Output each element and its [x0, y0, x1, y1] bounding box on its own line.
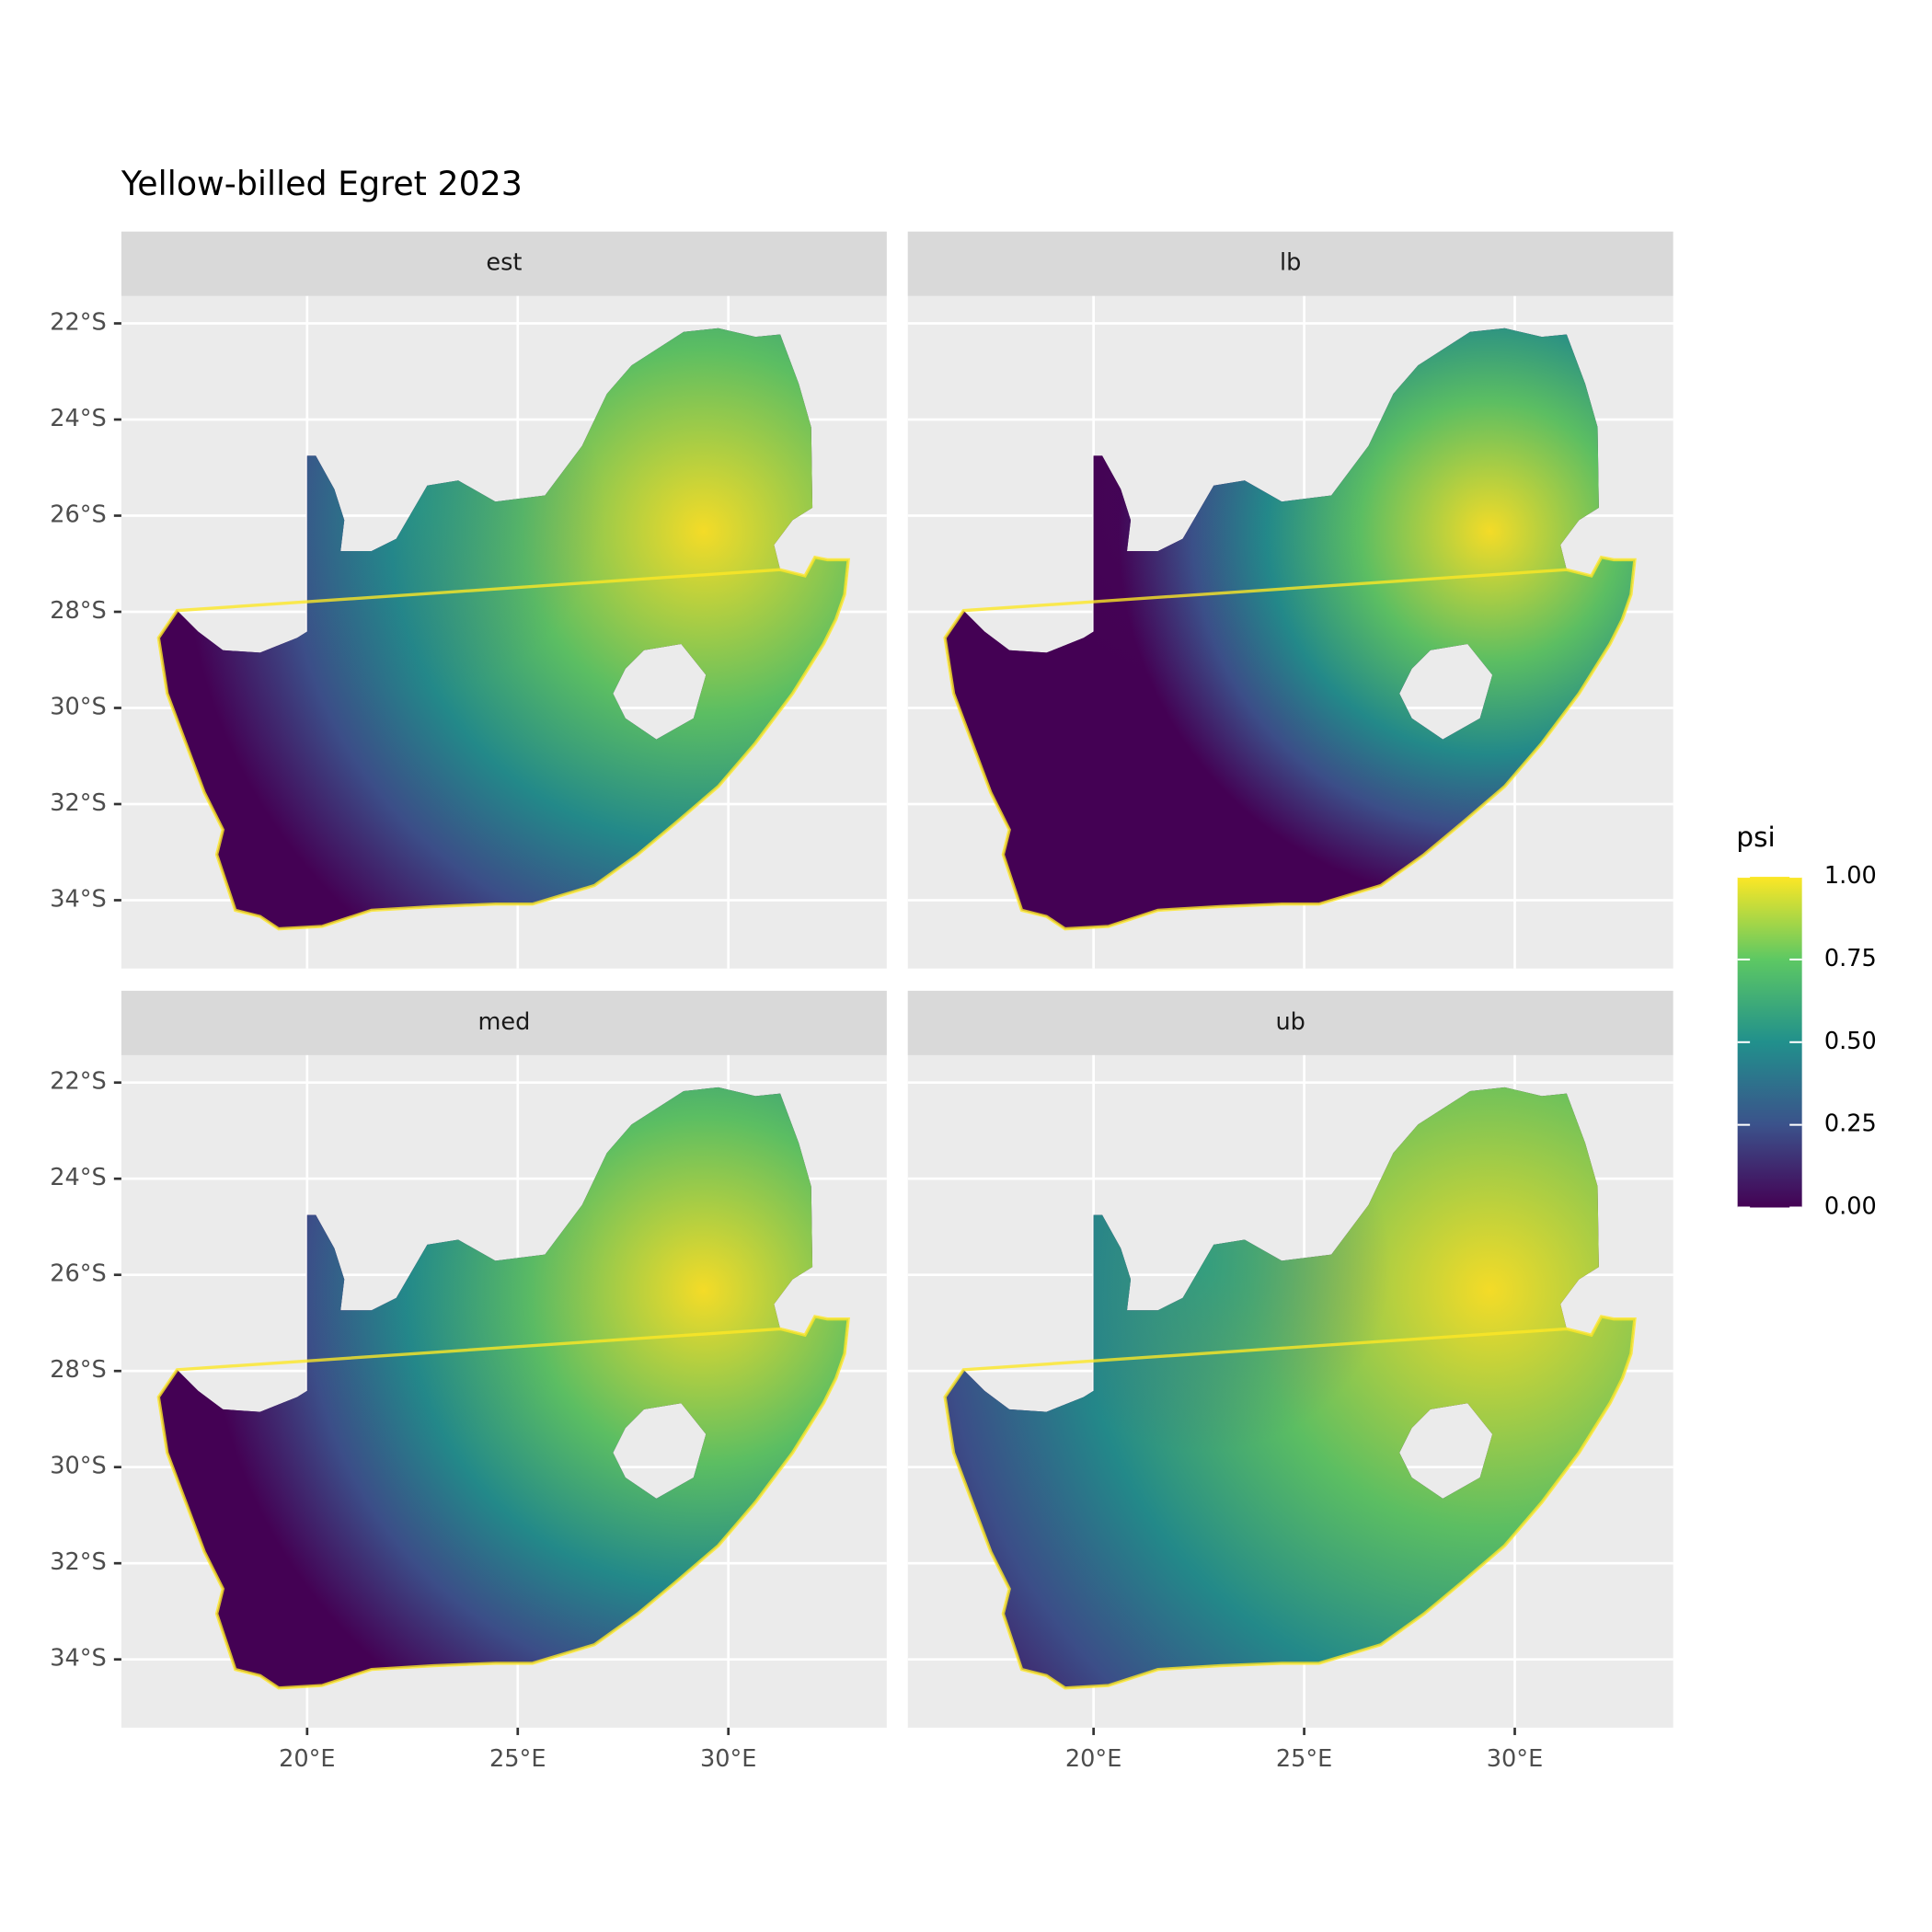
x-tick-label: 25°E	[489, 1745, 546, 1773]
map-coast	[943, 555, 1637, 931]
map-arid	[158, 328, 849, 929]
map	[943, 328, 1637, 931]
y-tick-label: 24°S	[50, 1164, 107, 1191]
chart-title: Yellow-billed Egret 2023	[121, 164, 523, 203]
map-coast	[156, 555, 850, 931]
strip-label: med	[477, 1008, 530, 1036]
map-coast	[156, 1315, 850, 1690]
strip-background	[907, 231, 1673, 296]
y-tick-label: 34°S	[50, 885, 107, 913]
y-tick-label: 26°S	[50, 501, 107, 529]
legend-label: 1.00	[1824, 862, 1877, 890]
y-tick-label: 22°S	[50, 309, 107, 337]
x-tick-label: 25°E	[1276, 1745, 1332, 1773]
facet-panel: ub 20°E 25°E 30°E	[907, 990, 1673, 1773]
facet-panel: est 22°S 24°S 26°S 28°S 30°S 32°S 34°S	[50, 231, 887, 969]
x-tick-label: 30°E	[700, 1745, 756, 1773]
x-tick-label: 30°E	[1487, 1745, 1543, 1773]
map	[156, 1087, 850, 1690]
legend-title: psi	[1736, 822, 1775, 853]
y-tick-label: 28°S	[50, 1356, 107, 1384]
strip-background	[121, 231, 887, 296]
strip-label: ub	[1275, 1008, 1305, 1036]
legend-label: 0.75	[1824, 945, 1877, 972]
y-tick-label: 22°S	[50, 1068, 107, 1096]
facet-panel: lb	[907, 231, 1673, 969]
y-tick-label: 30°S	[50, 694, 107, 721]
map-arid	[945, 328, 1635, 929]
y-tick-label: 32°S	[50, 789, 107, 817]
y-tick-label: 26°S	[50, 1260, 107, 1288]
y-tick-label: 30°S	[50, 1453, 107, 1480]
strip-label: lb	[1280, 249, 1301, 277]
legend-label: 0.25	[1824, 1110, 1877, 1138]
x-tick-label: 20°E	[279, 1745, 335, 1773]
map-coast	[943, 1315, 1637, 1690]
legend-label: 0.50	[1824, 1028, 1877, 1055]
y-tick-label: 32°S	[50, 1548, 107, 1576]
y-tick-label: 24°S	[50, 405, 107, 432]
legend-label: 0.00	[1824, 1193, 1877, 1221]
x-tick-label: 20°E	[1065, 1745, 1121, 1773]
facet-panel: med 22°S 24°S 26°S 28°S 30°S 32°S 34°S 20°E 25°E 3…	[50, 990, 887, 1773]
map-arid	[158, 1087, 849, 1688]
y-tick-label: 28°S	[50, 597, 107, 625]
strip-background	[907, 990, 1673, 1055]
strip-label: est	[486, 249, 522, 277]
y-tick-label: 34°S	[50, 1645, 107, 1673]
strip-background	[121, 990, 887, 1055]
map-arid	[945, 1087, 1635, 1688]
map	[156, 328, 850, 931]
map	[943, 1087, 1637, 1690]
